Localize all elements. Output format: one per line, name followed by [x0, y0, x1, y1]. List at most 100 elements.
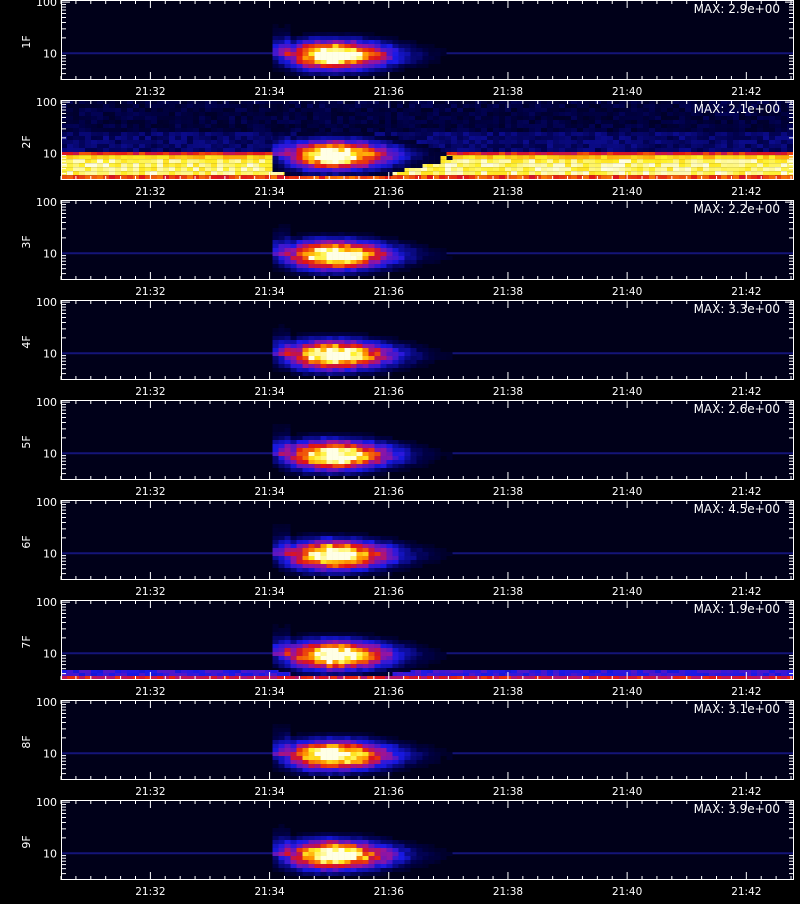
- band-cell: [217, 155, 223, 159]
- band-cell: [637, 155, 643, 159]
- event-cell: [321, 260, 327, 264]
- event-cell: [273, 232, 279, 236]
- event-cell: [333, 348, 339, 352]
- band-cell: [85, 155, 91, 159]
- event-cell: [297, 52, 303, 56]
- y-tick-label: 100: [36, 96, 57, 109]
- event-cell: [279, 536, 285, 540]
- band-cell: [697, 159, 703, 163]
- event-cell: [333, 64, 339, 68]
- haze-cell: [313, 112, 319, 116]
- event-cell: [357, 452, 363, 456]
- event-cell: [279, 428, 285, 432]
- haze-cell: [199, 128, 205, 132]
- haze-cell: [109, 144, 115, 148]
- haze-cell: [655, 136, 661, 140]
- event-cell: [303, 132, 309, 136]
- x-tick-label: 21:36: [374, 486, 405, 498]
- event-cell: [363, 272, 369, 276]
- event-cell: [399, 52, 405, 56]
- haze-cell: [451, 112, 457, 116]
- haze-cell: [295, 112, 301, 116]
- event-cell: [411, 556, 417, 560]
- band-cell: [241, 159, 247, 163]
- event-cell: [297, 272, 303, 276]
- haze-cell: [751, 140, 757, 144]
- event-cell: [279, 44, 285, 48]
- haze-cell: [451, 140, 457, 144]
- event-cell: [405, 160, 411, 164]
- event-cell: [309, 240, 315, 244]
- haze-cell: [775, 148, 781, 152]
- event-cell: [279, 60, 285, 64]
- event-cell: [405, 560, 411, 564]
- event-cell: [411, 44, 417, 48]
- haze-cell: [415, 116, 421, 120]
- haze-cell: [301, 124, 307, 128]
- band-cell: [631, 175, 637, 179]
- event-cell: [381, 140, 387, 144]
- event-cell: [333, 552, 339, 556]
- event-cell: [411, 60, 417, 64]
- band-cell: [253, 175, 259, 179]
- event-cell: [339, 268, 345, 272]
- event-cell: [321, 572, 327, 576]
- haze-cell: [217, 140, 223, 144]
- haze-cell: [397, 112, 403, 116]
- event-cell: [429, 152, 435, 156]
- haze-cell: [427, 116, 433, 120]
- event-cell: [399, 348, 405, 352]
- event-cell: [405, 156, 411, 160]
- event-cell: [285, 328, 291, 332]
- event-cell: [339, 48, 345, 52]
- event-cell: [303, 140, 309, 144]
- haze-cell: [553, 116, 559, 120]
- haze-cell: [733, 148, 739, 152]
- event-cell: [303, 240, 309, 244]
- band-cell: [733, 159, 739, 163]
- event-cell: [369, 556, 375, 560]
- event-cell: [279, 240, 285, 244]
- haze-cell: [379, 104, 385, 108]
- event-cell: [303, 552, 309, 556]
- event-cell: [423, 360, 429, 364]
- haze-cell: [235, 108, 241, 112]
- haze-cell: [127, 148, 133, 152]
- haze-cell: [529, 112, 535, 116]
- haze-cell: [511, 104, 517, 108]
- event-cell: [297, 44, 303, 48]
- band-cell: [673, 175, 679, 179]
- event-cell: [363, 264, 369, 268]
- band-cell: [253, 163, 259, 167]
- band-cell: [763, 155, 769, 159]
- haze-cell: [505, 128, 511, 132]
- event-cell: [345, 252, 351, 256]
- band-cell: [757, 175, 763, 179]
- haze-cell: [193, 136, 199, 140]
- haze-cell: [535, 144, 541, 148]
- haze-cell: [679, 104, 685, 108]
- band-cell: [631, 155, 637, 159]
- haze-cell: [631, 108, 637, 112]
- haze-cell: [187, 132, 193, 136]
- event-cell: [309, 368, 315, 372]
- event-cell: [327, 472, 333, 476]
- event-cell: [279, 556, 285, 560]
- haze-cell: [637, 128, 643, 132]
- event-cell: [363, 60, 369, 64]
- event-cell: [375, 252, 381, 256]
- haze-cell: [181, 132, 187, 136]
- haze-cell: [511, 120, 517, 124]
- band-cell: [775, 159, 781, 163]
- band-cell: [145, 159, 151, 163]
- haze-cell: [601, 132, 607, 136]
- event-cell: [357, 432, 363, 436]
- haze-cell: [715, 136, 721, 140]
- event-cell: [339, 244, 345, 248]
- band-cell: [667, 171, 673, 175]
- event-cell: [309, 44, 315, 48]
- haze-cell: [613, 148, 619, 152]
- event-cell: [321, 360, 327, 364]
- haze-cell: [403, 116, 409, 120]
- haze-cell: [535, 136, 541, 140]
